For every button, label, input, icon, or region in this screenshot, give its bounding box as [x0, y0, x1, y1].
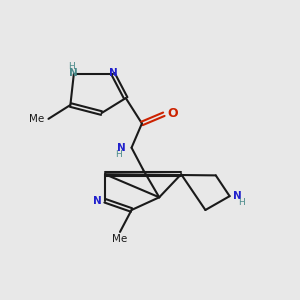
Text: H: H: [68, 62, 75, 71]
Text: N: N: [233, 191, 242, 201]
Text: H: H: [238, 198, 245, 207]
Text: N: N: [70, 68, 78, 78]
Text: N: N: [109, 68, 118, 78]
Text: H: H: [115, 150, 122, 159]
Text: N: N: [93, 196, 101, 206]
Text: N: N: [117, 143, 126, 153]
Text: Me: Me: [112, 234, 128, 244]
Text: O: O: [167, 106, 178, 120]
Text: Me: Me: [28, 114, 44, 124]
